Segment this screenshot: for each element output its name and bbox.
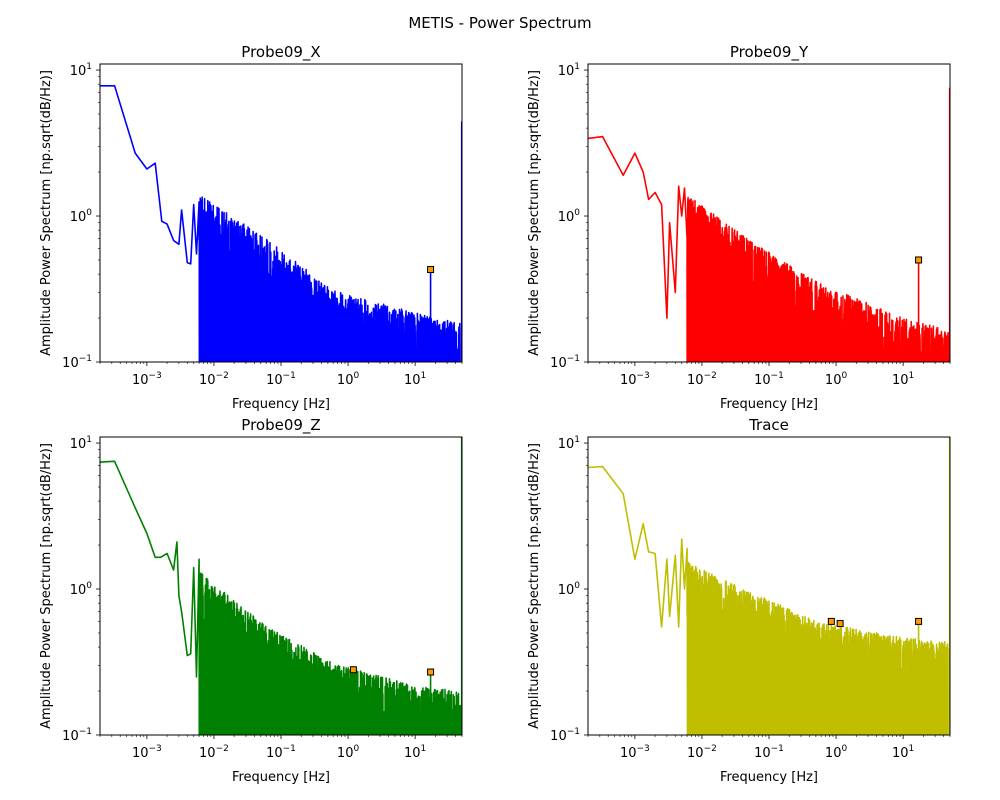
y-axis-label: Amplitude Power Spectrum [np.sqrt(dB/Hz)… — [527, 443, 542, 729]
x-tick-label: 10−1 — [266, 744, 296, 761]
panel-title: Probe09_X — [241, 43, 320, 62]
chart-panel: Probe09_X Frequency [Hz] Amplitude Power S… — [39, 43, 463, 412]
spectrum-line — [588, 87, 950, 362]
x-tick-label: 100 — [825, 744, 848, 761]
y-axis-label: Amplitude Power Spectrum [np.sqrt(dB/Hz)… — [39, 443, 54, 729]
x-tick-label: 10−1 — [266, 371, 296, 388]
x-tick-label: 10−3 — [620, 744, 650, 761]
x-axis-label: Frequency [Hz] — [232, 397, 330, 412]
y-tick-label: 10−1 — [550, 354, 580, 371]
y-tick-label: 100 — [70, 581, 93, 598]
peak-marker — [915, 256, 923, 264]
x-tick-label: 10−3 — [132, 371, 162, 388]
peak-marker — [349, 666, 357, 674]
plot-area — [100, 85, 462, 362]
plot-area — [588, 437, 950, 735]
peak-marker — [427, 668, 435, 676]
y-tick-label: 10−1 — [62, 354, 92, 371]
x-tick-label: 10−2 — [687, 744, 717, 761]
peak-marker — [427, 266, 435, 274]
x-tick-label: 10−2 — [687, 371, 717, 388]
y-tick-label: 100 — [70, 208, 93, 225]
x-tick-label: 10−2 — [199, 744, 229, 761]
y-tick-label: 101 — [70, 62, 92, 79]
y-tick-label: 101 — [558, 435, 580, 452]
x-axis-label: Frequency [Hz] — [232, 770, 330, 785]
x-tick-label: 100 — [337, 744, 360, 761]
spectrum-line — [100, 437, 462, 735]
figure-suptitle: METIS - Power Spectrum — [408, 14, 591, 32]
x-tick-label: 101 — [404, 371, 426, 388]
y-tick-label: 100 — [558, 581, 581, 598]
chart-panel: Trace Frequency [Hz] Amplitude Power Spect… — [527, 416, 951, 785]
spectrum-line — [100, 85, 462, 362]
x-tick-label: 10−1 — [754, 371, 784, 388]
y-axis-label: Amplitude Power Spectrum [np.sqrt(dB/Hz)… — [39, 70, 54, 356]
y-tick-label: 100 — [558, 208, 581, 225]
panel-title: Trace — [748, 416, 789, 434]
x-tick-label: 100 — [337, 371, 360, 388]
chart-panel: Probe09_Y Frequency [Hz] Amplitude Power S… — [527, 43, 951, 412]
y-tick-label: 101 — [558, 62, 580, 79]
x-axis-label: Frequency [Hz] — [720, 397, 818, 412]
chart-panel: Probe09_Z Frequency [Hz] Amplitude Power S… — [39, 416, 463, 785]
peak-marker — [915, 617, 923, 625]
x-tick-label: 101 — [404, 744, 426, 761]
y-axis-label: Amplitude Power Spectrum [np.sqrt(dB/Hz)… — [527, 70, 542, 356]
panel-title: Probe09_Z — [241, 416, 320, 435]
spectrum-line — [588, 437, 950, 735]
x-tick-label: 10−3 — [132, 744, 162, 761]
x-tick-label: 10−2 — [199, 371, 229, 388]
y-tick-label: 101 — [70, 435, 92, 452]
panel-title: Probe09_Y — [730, 43, 809, 62]
x-tick-label: 10−1 — [754, 744, 784, 761]
peak-marker — [836, 620, 844, 628]
x-tick-label: 101 — [892, 744, 914, 761]
x-tick-label: 10−3 — [620, 371, 650, 388]
plot-area — [100, 437, 462, 735]
peak-marker — [827, 617, 835, 625]
y-tick-label: 10−1 — [550, 727, 580, 744]
x-tick-label: 100 — [825, 371, 848, 388]
x-tick-label: 101 — [892, 371, 914, 388]
y-tick-label: 10−1 — [62, 727, 92, 744]
x-axis-label: Frequency [Hz] — [720, 770, 818, 785]
plot-area — [588, 87, 950, 362]
